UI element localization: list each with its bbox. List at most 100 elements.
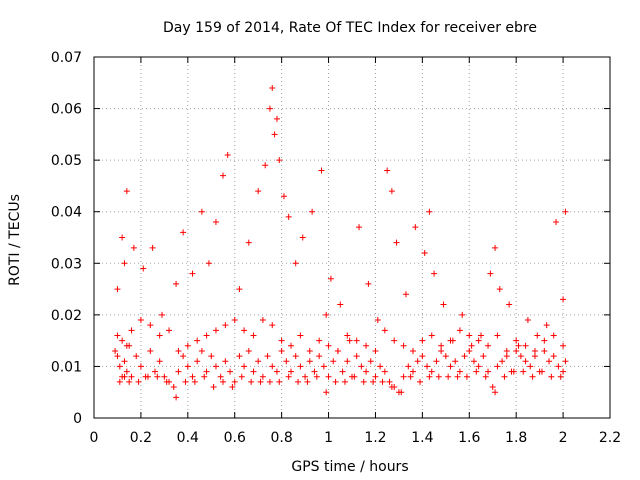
data-point: [325, 342, 332, 349]
data-point: [372, 373, 379, 380]
y-tick-label: 0.03: [51, 256, 82, 272]
data-point: [487, 270, 494, 277]
data-point: [449, 337, 456, 344]
data-point: [212, 219, 219, 226]
data-point: [409, 368, 416, 375]
data-point: [121, 260, 128, 267]
data-point: [269, 363, 276, 370]
data-point: [161, 373, 168, 380]
data-point: [459, 311, 466, 318]
data-point: [391, 337, 398, 344]
data-points: [112, 84, 569, 401]
data-point: [273, 368, 280, 375]
data-point: [288, 342, 295, 349]
x-tick-label: 0.2: [130, 430, 152, 446]
data-point: [445, 373, 452, 380]
data-point: [346, 337, 353, 344]
data-point: [447, 363, 454, 370]
x-tick-label: 1: [324, 430, 333, 446]
data-point: [114, 286, 121, 293]
data-point: [163, 378, 170, 385]
data-point: [220, 172, 226, 179]
data-point: [316, 353, 323, 360]
data-point: [208, 353, 215, 360]
data-point: [210, 384, 217, 391]
data-point: [353, 337, 360, 344]
data-point: [400, 342, 407, 349]
data-point: [531, 353, 538, 360]
data-point: [137, 317, 144, 324]
data-point: [557, 373, 564, 380]
data-point: [255, 358, 262, 365]
data-point: [489, 384, 496, 391]
data-point: [499, 358, 506, 365]
data-point: [419, 353, 426, 360]
data-point: [417, 378, 424, 385]
data-point: [560, 342, 567, 349]
data-point: [360, 378, 367, 385]
data-point: [140, 265, 147, 272]
data-point: [478, 332, 484, 339]
axis-ticks: [93, 56, 611, 419]
data-point: [266, 105, 273, 112]
data-point: [356, 224, 363, 231]
data-point: [494, 332, 501, 339]
data-point: [515, 342, 522, 349]
data-point: [292, 260, 299, 267]
data-point: [276, 378, 283, 385]
data-point: [341, 378, 348, 385]
data-point: [114, 332, 121, 339]
data-point: [520, 368, 527, 375]
data-point: [353, 353, 360, 360]
data-point: [276, 157, 283, 164]
x-tick-label: 0.4: [177, 430, 199, 446]
data-point: [184, 342, 191, 349]
data-point: [492, 389, 499, 396]
data-point: [388, 384, 395, 391]
data-point: [358, 363, 365, 370]
data-point: [299, 234, 306, 241]
data-point: [217, 373, 224, 380]
data-point: [245, 347, 252, 354]
data-point: [194, 358, 201, 365]
data-point: [126, 378, 133, 385]
data-point: [513, 337, 520, 344]
data-point: [116, 378, 123, 385]
y-tick-label: 0.02: [51, 308, 82, 324]
data-point: [203, 368, 210, 375]
data-point: [550, 353, 557, 360]
data-point: [278, 337, 285, 344]
data-point: [456, 327, 463, 334]
data-point: [475, 363, 482, 370]
data-point: [182, 378, 189, 385]
data-point: [295, 378, 302, 385]
data-point: [259, 317, 266, 324]
x-tick-label: 1.4: [411, 430, 433, 446]
data-point: [461, 353, 468, 360]
data-point: [501, 373, 508, 380]
data-point: [302, 373, 309, 380]
x-tick-label: 0.6: [224, 430, 246, 446]
data-point: [466, 347, 473, 354]
data-point: [438, 347, 445, 354]
data-point: [470, 358, 477, 365]
data-point: [548, 373, 555, 380]
data-point: [325, 373, 332, 380]
data-point: [428, 332, 435, 339]
y-tick-label: 0.07: [51, 50, 82, 66]
data-point: [114, 353, 121, 360]
data-point: [466, 332, 473, 339]
data-point: [412, 224, 419, 231]
data-point: [231, 317, 238, 324]
data-point: [121, 358, 128, 365]
grid-layer: [94, 57, 610, 418]
data-point: [454, 373, 461, 380]
data-point: [224, 151, 231, 158]
data-point: [133, 353, 140, 360]
data-point: [546, 358, 553, 365]
data-point: [538, 368, 545, 375]
data-point: [123, 188, 130, 195]
data-point: [292, 353, 299, 360]
data-point: [372, 347, 379, 354]
data-point: [262, 162, 269, 169]
